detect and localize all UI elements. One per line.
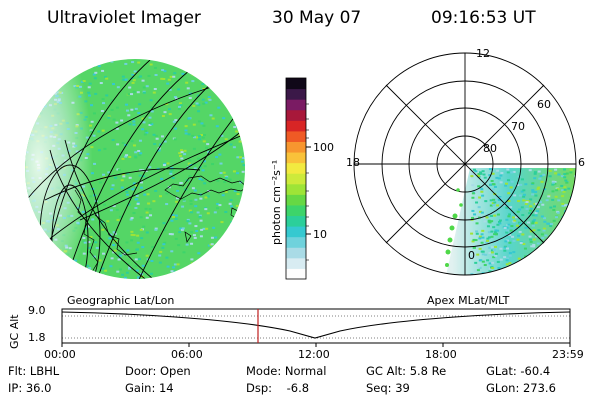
info-gain: Gain: 14 [125, 381, 174, 395]
timeline-xtick: 00:00 [44, 348, 76, 361]
geo-label: Geographic Lat/Lon [67, 294, 175, 307]
geographic-image [25, 59, 245, 279]
colorbar-label: photon cm⁻²s⁻¹ [270, 159, 283, 245]
polar-lat-70: 70 [511, 120, 525, 133]
polar-mlt-6: 6 [578, 156, 585, 169]
colorbar-tick-100: 100 [313, 141, 334, 154]
info-glat: GLat: -60.4 [486, 364, 551, 378]
info-flt: Flt: LBHL [8, 364, 60, 378]
info-ip: IP: 36.0 [8, 381, 52, 395]
color-bar [285, 77, 311, 280]
info-dsp: Dsp: -6.8 [246, 381, 310, 395]
info-glon: GLon: 273.6 [486, 381, 556, 395]
timeline-xtick: 06:00 [171, 348, 203, 361]
timeline-xtick: 23:59 [552, 348, 584, 361]
info-seq: Seq: 39 [366, 381, 410, 395]
info-gcalt: GC Alt: 5.8 Re [366, 364, 447, 378]
apex-label: Apex MLat/MLT [427, 294, 510, 307]
date: 30 May 07 [272, 8, 362, 28]
colorbar-tick-10: 10 [313, 228, 327, 241]
timeline-xtick: 12:00 [298, 348, 330, 361]
timeline-xtick: 18:00 [425, 348, 457, 361]
timeline-ytick-top: 9.0 [28, 304, 46, 317]
polar-mlt-12: 12 [476, 47, 490, 60]
title: Ultraviolet Imager [47, 8, 201, 28]
time: 09:16:53 UT [431, 8, 536, 28]
timeline-ylabel: GC Alt [8, 314, 21, 349]
polar-mlt-0: 0 [468, 249, 475, 262]
info-mode: Mode: Normal [246, 364, 327, 378]
info-door: Door: Open [125, 364, 191, 378]
polar-lat-60: 60 [537, 98, 551, 111]
timeline-ytick-bottom: 1.8 [28, 331, 46, 344]
polar-lat-80: 80 [483, 142, 497, 155]
timeline-plot [61, 308, 571, 347]
polar-spots [445, 188, 463, 267]
polar-mlt-18: 18 [346, 156, 360, 169]
polar-plot [353, 52, 577, 276]
